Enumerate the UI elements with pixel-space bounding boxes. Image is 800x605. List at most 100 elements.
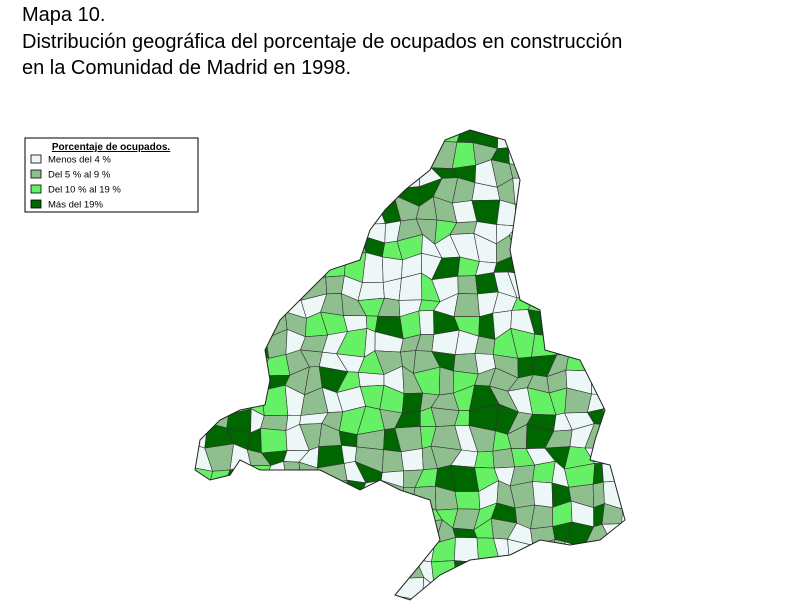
municipality [227,313,251,338]
municipality [355,504,380,530]
municipality [474,450,495,469]
municipality [230,241,249,262]
municipality [517,356,534,379]
municipality [195,233,213,262]
municipality [269,180,291,207]
municipality [374,561,403,581]
municipality [195,346,209,370]
municipality [602,407,625,428]
municipality [526,130,557,144]
municipality [322,525,346,548]
municipality [321,130,348,144]
municipality [355,195,386,225]
municipality [266,543,288,562]
municipality [228,334,254,356]
municipality [260,156,287,182]
municipality [230,159,245,186]
municipality [264,213,290,241]
municipality [208,536,235,563]
municipality [374,578,403,600]
municipality [195,507,214,527]
municipality [233,542,252,560]
municipality [317,463,348,488]
municipality [583,581,611,600]
municipality [583,234,614,263]
municipality [546,138,577,167]
municipality [284,544,303,563]
municipality [507,130,532,149]
municipality [568,328,592,355]
municipality [195,270,213,302]
municipality [259,503,289,528]
regions [195,130,625,600]
municipality [354,595,382,600]
municipality [354,577,382,600]
municipality [583,335,613,358]
municipality [549,584,572,600]
municipality [260,427,288,454]
municipality [376,501,402,531]
municipality [241,180,271,207]
municipality [195,536,213,563]
municipality [528,562,551,585]
municipality [306,159,326,184]
municipality [344,159,365,182]
municipality [204,367,233,390]
municipality [283,142,308,164]
municipality [260,414,289,431]
municipality [207,330,233,356]
municipality [607,175,625,203]
municipality [247,598,272,600]
municipality [279,254,304,282]
municipality [195,487,212,510]
municipality [362,130,386,146]
municipality [602,312,625,337]
municipality [300,544,329,567]
municipality [533,595,557,600]
municipality [317,479,348,510]
map-subtitle: en la Comunidad de Madrid en 1998. [22,57,352,79]
municipality [195,214,214,237]
municipality [491,577,515,600]
municipality [300,486,319,511]
municipality [208,518,234,549]
municipality [204,386,233,415]
municipality [283,498,311,522]
municipality [260,271,289,300]
municipality [342,504,357,526]
municipality [438,366,454,396]
municipality [603,579,625,600]
outline [194,129,626,601]
municipality [324,140,348,161]
municipality [397,545,417,563]
municipality [195,330,209,355]
municipality [418,310,435,335]
municipality [297,498,323,531]
legend-swatch [30,184,42,194]
municipality [264,130,288,144]
municipality [244,130,270,142]
municipality [247,291,267,319]
municipality [584,196,611,225]
municipality [247,313,267,339]
legend-box [24,137,199,213]
map-title: Distribución geográfica del porcentaje d… [22,31,623,53]
municipality [550,292,566,317]
municipality [319,201,346,226]
municipality [552,328,573,356]
municipality [549,559,572,588]
municipality [206,141,232,169]
municipality [223,252,249,276]
municipality [530,177,554,201]
municipality [534,233,548,265]
municipality [586,222,612,241]
municipality [394,130,424,147]
municipality [584,175,612,207]
municipality [526,138,554,167]
municipality [210,505,232,527]
municipality [195,289,214,320]
municipality [601,463,625,483]
municipality [340,561,366,581]
municipality [223,273,250,296]
